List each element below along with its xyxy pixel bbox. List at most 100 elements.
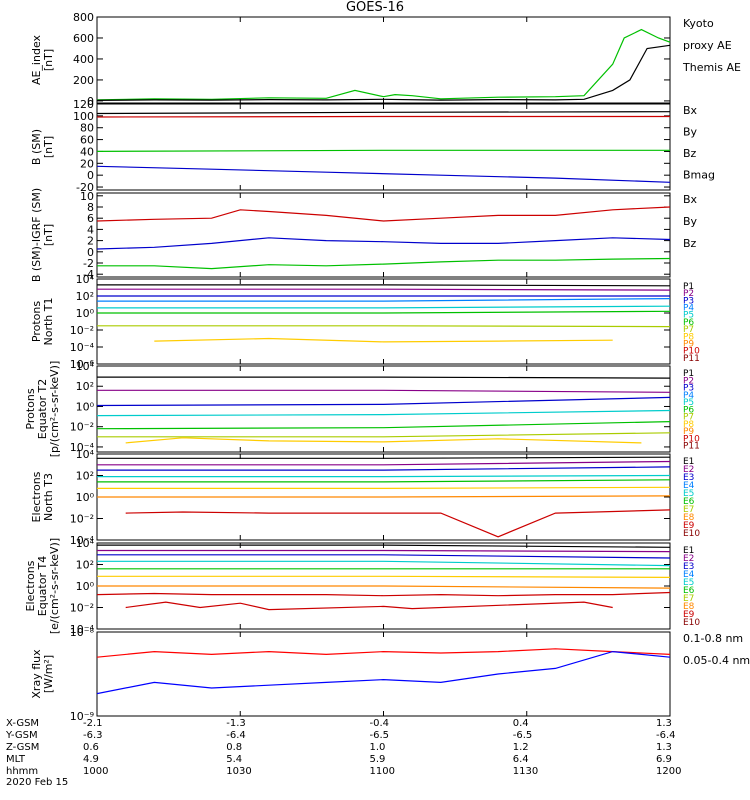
y-axis-label: [nT] [42,49,55,71]
legend-item: Themis AE [682,61,741,74]
footer-value-z: 0.6 [83,742,99,753]
legend-item: E2 [683,554,694,564]
legend-item: Bmag [683,168,715,181]
footer-value-x: 0.4 [512,718,529,729]
series-e4 [97,474,671,478]
legend-item: E5 [683,489,694,499]
series-e3 [97,554,671,559]
footer-value-hhmm: 1200 [656,766,682,777]
legend-item: By [683,125,698,138]
y-tick-label: 600 [73,32,94,45]
series-p4 [97,298,671,302]
footer-value-mlt: 5.9 [369,754,386,765]
footer-value-hhmm: 1030 [226,766,252,777]
legend-item: P9 [683,339,694,349]
series-by [96,149,670,152]
series-e9 [96,591,671,597]
series-p5 [96,421,671,430]
legend-item: Bz [683,237,697,250]
footer-value-mlt: 5.4 [226,754,243,765]
legend-item: P2 [683,376,694,386]
panel-7: 10⁻⁴ 10⁻² 10⁰ 10² 10⁴ Electrons Equator T4 [e/(… [24,537,700,636]
y-tick-label: -20 [76,181,94,194]
y-axis-label: B (SM) [30,129,43,165]
panel-4: 10⁻⁶ 10⁻⁴ 10⁻² 10⁰ 10² 10⁴ Protons North T1 P1P2… [30,273,700,371]
legend-item: E8 [683,513,695,523]
legend-item: E3 [683,562,694,572]
y-axis-label: Electrons [24,560,37,611]
series-e7 [97,495,671,498]
y-axis-label: [e/(cm²-s-sr-keV)] [48,538,61,634]
y-tick-label: 0 [87,246,94,259]
panel-8: 10⁻⁹ 10⁻⁸ Xray flux [W/m²] 0.1-0.8 nm 0.05-0.… [30,626,750,723]
y-tick-label: 10⁰ [76,307,95,320]
legend-item: proxy AE [683,39,732,52]
y-tick-label: 10⁻⁴ [70,623,95,636]
footer-value-z: 0.8 [226,742,243,753]
y-tick-label: 10² [76,559,94,572]
legend-item: P11 [683,442,700,452]
y-tick-label: 60 [80,134,94,147]
y-tick-label: 10⁻⁴ [70,534,95,547]
series-e9 [125,509,671,538]
legend-item: E4 [683,481,695,491]
footer-value-y: -6.5 [369,730,390,741]
y-tick-label: 10⁴ [76,448,95,461]
series-p2 [97,288,671,291]
legend-item: Bx [683,193,698,206]
footer-row-label: hhmm [6,766,39,777]
y-tick-label: 400 [73,53,94,66]
footer-value-z: 1.3 [656,742,672,753]
series-bmag [96,111,671,115]
footer-value-hhmm: 1000 [83,766,109,777]
footer-value-mlt: 4.9 [83,754,99,765]
legend-item: By [683,215,698,228]
legend-item: Bz [683,147,697,160]
y-tick-label: 10⁰ [76,580,95,593]
series-p7 [125,437,642,444]
series-p4 [96,409,671,417]
series-bx [96,237,671,250]
series-e2 [97,549,671,553]
panel-frame [96,631,671,717]
footer-row-label: Z-GSM [6,742,40,753]
y-tick-label: 800 [73,11,94,24]
series-p6 [97,310,671,314]
y-axis-label: Electrons [30,471,43,522]
y-axis-label: Protons [24,388,37,429]
footer-value-x: -0.4 [369,718,390,729]
panel-1: 0 200 400 600 800 AE_index [nT] Kyoto proxy AE Th… [30,11,741,108]
y-tick-label: 100 [73,110,94,123]
series-p5 [97,305,671,309]
legend-item: E8 [683,602,695,612]
series-p8 [154,337,613,343]
series-bz [96,115,670,118]
series-by [97,257,671,270]
footer-value-z: 1.2 [512,742,529,753]
series-e6 [97,575,671,579]
series-bz [96,206,671,222]
y-axis-label: North T3 [42,473,55,521]
y-tick-label: 80 [80,122,94,135]
legend-item: E2 [683,465,694,475]
legend-item: Bx [683,104,698,117]
y-axis-label: North T1 [42,298,55,346]
y-tick-label: 0 [87,169,94,182]
series-p7 [97,325,671,328]
y-axis-label: [W/m²] [42,655,55,693]
footer-value-mlt: 6.4 [512,754,529,765]
legend-item: P6 [683,405,694,415]
legend-item: 0.1-0.8 nm [683,632,743,645]
y-axis-label: Protons [30,301,43,342]
footer-row-label: X-GSM [6,718,40,729]
legend-item: E1 [683,546,694,556]
series-p6 [97,432,671,438]
legend-item: E9 [683,521,695,531]
footer-value-x: -1.3 [226,718,246,729]
y-tick-label: 200 [73,74,94,87]
y-tick-label: 10⁴ [76,537,95,550]
y-axis-label: Equator T4 [36,556,49,616]
y-axis-label: Xray flux [30,649,43,699]
